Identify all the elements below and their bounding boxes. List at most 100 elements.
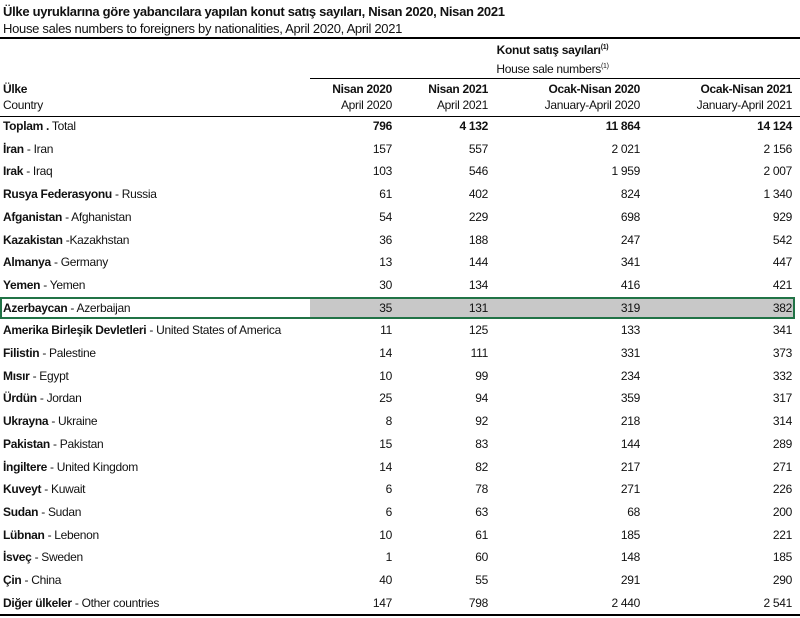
table-row[interactable]: Afganistan - Afghanistan 54 229 698 929 (0, 206, 800, 229)
value-cell[interactable]: 10 (379, 368, 392, 383)
table-row[interactable]: Diğer ülkeler - Other countries 147 798 2 4… (0, 592, 800, 615)
value-cell[interactable]: 92 (475, 414, 488, 429)
value-cell[interactable]: 824 (620, 187, 640, 202)
country-cell[interactable]: Azerbaycan - Azerbaijan (3, 297, 131, 320)
value-cell[interactable]: 133 (620, 323, 640, 338)
country-cell[interactable]: Toplam . Total (3, 115, 76, 138)
value-cell[interactable]: 134 (468, 277, 488, 292)
value-cell[interactable]: 1 340 (763, 187, 792, 202)
value-cell[interactable]: 218 (620, 414, 640, 429)
value-cell[interactable]: 61 (379, 187, 392, 202)
value-cell[interactable]: 10 (379, 527, 392, 542)
table-row-selected[interactable]: Azerbaycan - Azerbaijan 35 131 319 382 (0, 296, 800, 320)
table-row[interactable]: İngiltere - United Kingdom 14 82 217 271 (0, 456, 800, 479)
value-cell[interactable]: 557 (468, 141, 488, 156)
value-cell[interactable]: 54 (379, 209, 392, 224)
value-cell[interactable]: 1 959 (611, 164, 640, 179)
value-cell[interactable]: 131 (468, 300, 488, 315)
value-cell[interactable]: 341 (772, 323, 792, 338)
value-cell[interactable]: 188 (468, 232, 488, 247)
value-cell[interactable]: 291 (620, 573, 640, 587)
value-cell[interactable]: 15 (379, 436, 392, 451)
country-cell[interactable]: Çin - China (3, 569, 61, 592)
value-cell[interactable]: 82 (475, 459, 488, 474)
country-cell[interactable]: Diğer ülkeler - Other countries (3, 592, 159, 615)
value-cell[interactable]: 14 124 (757, 119, 792, 133)
value-cell[interactable]: 2 156 (763, 141, 792, 156)
value-cell[interactable]: 698 (620, 209, 640, 224)
table-row[interactable]: Rusya Federasyonu - Russia 61 402 824 1 340 (0, 183, 800, 206)
value-cell[interactable]: 402 (468, 187, 488, 202)
value-cell[interactable]: 2 541 (763, 595, 792, 610)
table-row[interactable]: İran - Iran 157 557 2 021 2 156 (0, 138, 800, 161)
table-row[interactable]: Filistin - Palestine 14 111 331 373 (0, 342, 800, 365)
country-cell[interactable]: Sudan - Sudan (3, 501, 81, 524)
value-cell[interactable]: 234 (620, 368, 640, 383)
country-cell[interactable]: İsveç - Sweden (3, 546, 83, 569)
country-cell[interactable]: İngiltere - United Kingdom (3, 456, 138, 479)
value-cell[interactable]: 83 (475, 436, 488, 451)
value-cell[interactable]: 36 (379, 232, 392, 247)
value-cell[interactable]: 2 440 (611, 595, 640, 610)
value-cell[interactable]: 416 (620, 277, 640, 292)
country-cell[interactable]: İran - Iran (3, 138, 53, 161)
value-cell[interactable]: 40 (379, 573, 392, 587)
value-cell[interactable]: 4 132 (459, 119, 488, 133)
table-row[interactable]: Kuveyt - Kuwait 6 78 271 226 (0, 478, 800, 501)
country-cell[interactable]: Lübnan - Lebenon (3, 524, 99, 547)
value-cell[interactable]: 373 (772, 346, 792, 360)
value-cell[interactable]: 148 (620, 550, 640, 565)
table-row[interactable]: Ürdün - Jordan 25 94 359 317 (0, 387, 800, 410)
value-cell[interactable]: 796 (372, 119, 392, 133)
value-cell[interactable]: 542 (772, 232, 792, 247)
value-cell[interactable]: 229 (468, 209, 488, 224)
value-cell[interactable]: 6 (385, 504, 393, 519)
value-cell[interactable]: 185 (620, 527, 640, 542)
country-cell[interactable]: Pakistan - Pakistan (3, 433, 104, 456)
value-cell[interactable]: 319 (620, 300, 640, 315)
value-cell[interactable]: 144 (620, 436, 640, 451)
country-cell[interactable]: Ukrayna - Ukraine (3, 410, 98, 433)
value-cell[interactable]: 447 (772, 255, 792, 270)
value-cell[interactable]: 14 (379, 459, 392, 474)
table-row[interactable]: Sudan - Sudan 6 63 68 200 (0, 501, 800, 524)
country-cell[interactable]: Filistin - Palestine (3, 342, 96, 365)
value-cell[interactable]: 185 (772, 550, 792, 565)
value-cell[interactable]: 157 (372, 141, 392, 156)
table-row[interactable]: Amerika Birleşik Devletleri - United Sta… (0, 319, 800, 342)
value-cell[interactable]: 2 021 (611, 141, 640, 156)
value-cell[interactable]: 111 (470, 346, 489, 360)
value-cell[interactable]: 25 (379, 391, 392, 406)
table-row[interactable]: Almanya - Germany 13 144 341 447 (0, 251, 800, 274)
country-cell[interactable]: Amerika Birleşik Devletleri - United Sta… (3, 319, 281, 342)
value-cell[interactable]: 63 (475, 504, 488, 519)
value-cell[interactable]: 200 (772, 504, 792, 519)
country-cell[interactable]: Afganistan - Afghanistan (3, 206, 132, 229)
value-cell[interactable]: 929 (772, 209, 792, 224)
table-row[interactable]: Pakistan - Pakistan 15 83 144 289 (0, 433, 800, 456)
country-cell[interactable]: Irak - Iraq (3, 160, 53, 183)
value-cell[interactable]: 226 (772, 482, 792, 497)
value-cell[interactable]: 341 (620, 255, 640, 270)
value-cell[interactable]: 13 (379, 255, 392, 270)
value-cell[interactable]: 2 007 (763, 164, 792, 179)
value-cell[interactable]: 798 (468, 595, 488, 610)
value-cell[interactable]: 290 (772, 573, 792, 587)
value-cell[interactable]: 30 (379, 277, 392, 292)
value-cell[interactable]: 68 (627, 504, 640, 519)
value-cell[interactable]: 247 (620, 232, 640, 247)
country-cell[interactable]: Ürdün - Jordan (3, 387, 82, 410)
value-cell[interactable]: 546 (468, 164, 488, 179)
value-cell[interactable]: 359 (620, 391, 640, 406)
value-cell[interactable]: 221 (772, 527, 792, 542)
table-row[interactable]: Çin - China 40 55 291 290 (0, 569, 800, 592)
value-cell[interactable]: 331 (620, 346, 640, 360)
value-cell[interactable]: 314 (772, 414, 792, 429)
value-cell[interactable]: 60 (475, 550, 488, 565)
value-cell[interactable]: 271 (620, 482, 640, 497)
country-cell[interactable]: Kuveyt - Kuwait (3, 478, 86, 501)
country-cell[interactable]: Yemen - Yemen (3, 274, 85, 297)
value-cell[interactable]: 11 (380, 323, 392, 338)
value-cell[interactable]: 144 (468, 255, 488, 270)
country-cell[interactable]: Almanya - Germany (3, 251, 108, 274)
